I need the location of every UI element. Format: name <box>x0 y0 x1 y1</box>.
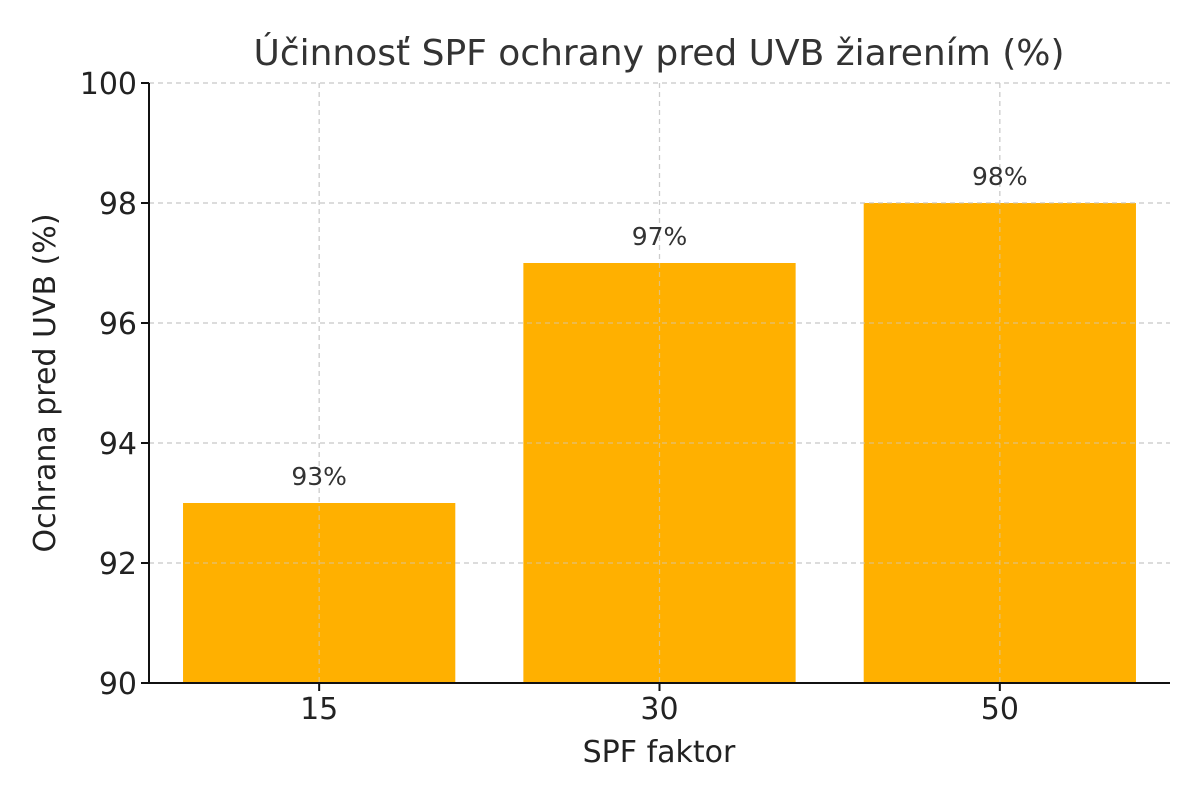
y-axis-label: Ochrana pred UVB (%) <box>28 213 63 552</box>
y-tick-label: 96 <box>99 307 137 342</box>
x-tick-label: 50 <box>981 692 1019 727</box>
bar-value-label: 98% <box>972 162 1028 191</box>
ticks: 90 92 94 96 98 100 15 30 50 <box>80 67 1019 727</box>
x-tick-label: 15 <box>300 692 338 727</box>
x-tick-label: 30 <box>640 692 678 727</box>
y-tick-label: 100 <box>80 67 137 102</box>
bar-value-label: 97% <box>632 222 688 251</box>
bars <box>149 82 1170 684</box>
chart-title: Účinnosť SPF ochrany pred UVB žiarením (… <box>253 32 1064 74</box>
y-tick-label: 92 <box>99 547 137 582</box>
bar <box>183 503 456 683</box>
y-tick-label: 94 <box>99 427 137 462</box>
x-axis-label: SPF faktor <box>583 735 736 770</box>
data-labels: 93% 97% 98% <box>291 162 1027 491</box>
bar-value-label: 93% <box>291 462 347 491</box>
y-tick-label: 98 <box>99 187 137 222</box>
y-tick-label: 90 <box>99 667 137 702</box>
